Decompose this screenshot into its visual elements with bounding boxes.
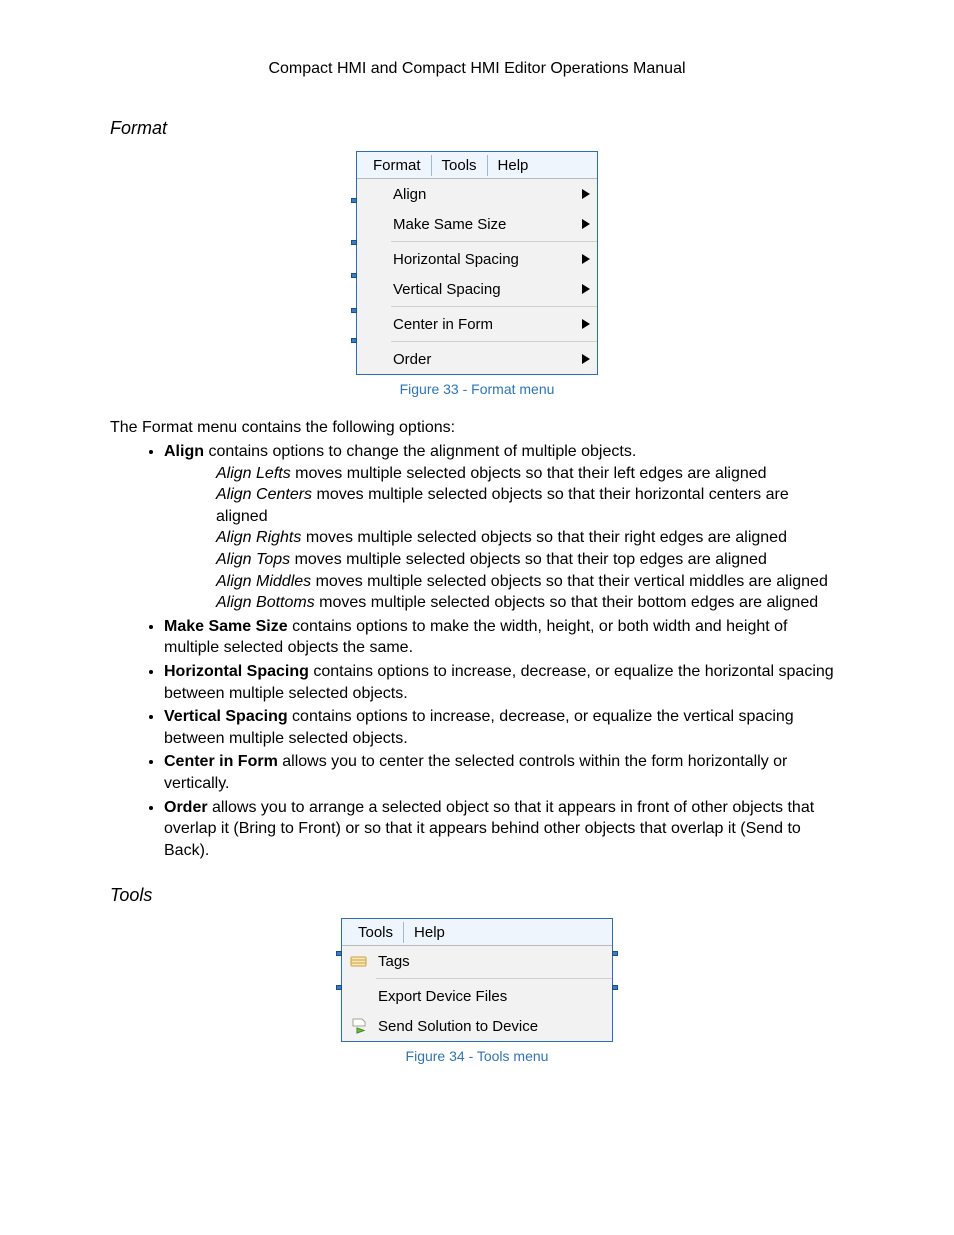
menu-item-order[interactable]: Order <box>357 344 597 374</box>
gutter-left <box>336 945 342 1041</box>
bullet-vertical-spacing: Vertical Spacing contains options to inc… <box>164 706 844 749</box>
subdef-term: Align Rights <box>216 529 301 546</box>
gutter-left <box>351 178 357 374</box>
menu-dropdown: Align Make Same Size Horizontal Spacing <box>357 178 597 374</box>
menu-item-send-solution-to-device[interactable]: Send Solution to Device <box>342 1011 612 1041</box>
menubar-tab-help[interactable]: Help <box>488 155 539 176</box>
bullet-bold: Order <box>164 799 208 816</box>
bullet-bold: Vertical Spacing <box>164 708 288 725</box>
submenu-arrow-icon <box>575 254 597 264</box>
menu-separator <box>391 341 597 342</box>
menu-item-make-same-size[interactable]: Make Same Size <box>357 209 597 239</box>
menu-item-align[interactable]: Align <box>357 179 597 209</box>
bullet-bold: Align <box>164 443 204 460</box>
menu-separator <box>391 306 597 307</box>
menu-item-export-device-files[interactable]: Export Device Files <box>342 981 612 1011</box>
menu-item-label: Send Solution to Device <box>376 1018 590 1035</box>
menu-item-label: Center in Form <box>391 316 575 333</box>
menu-item-label: Vertical Spacing <box>391 281 575 298</box>
bullet-bold: Horizontal Spacing <box>164 663 309 680</box>
section-heading-format: Format <box>110 118 844 139</box>
subdef-term: Align Bottoms <box>216 594 315 611</box>
section-heading-tools: Tools <box>110 885 844 906</box>
menu-item-label: Order <box>391 351 575 368</box>
menu-item-horizontal-spacing[interactable]: Horizontal Spacing <box>357 244 597 274</box>
submenu-arrow-icon <box>575 189 597 199</box>
format-bullet-list: Align contains options to change the ali… <box>110 441 844 861</box>
subdef-term: Align Lefts <box>216 465 291 482</box>
bullet-rest: contains options to change the alignment… <box>204 443 636 460</box>
subdef-rest: moves multiple selected objects so that … <box>301 529 787 546</box>
submenu-arrow-icon <box>575 319 597 329</box>
bullet-horizontal-spacing: Horizontal Spacing contains options to i… <box>164 661 844 704</box>
tags-icon <box>342 954 376 968</box>
gutter-right <box>612 945 618 1041</box>
menu-item-label: Horizontal Spacing <box>391 251 575 268</box>
bullet-bold: Make Same Size <box>164 618 288 635</box>
bullet-center-in-form: Center in Form allows you to center the … <box>164 751 844 794</box>
figure-caption-format: Figure 33 - Format menu <box>110 381 844 397</box>
bullet-make-same-size: Make Same Size contains options to make … <box>164 616 844 659</box>
subdef-term: Align Centers <box>216 486 312 503</box>
submenu-arrow-icon <box>575 354 597 364</box>
align-subdefs: Align Lefts moves multiple selected obje… <box>216 463 844 614</box>
menu-item-center-in-form[interactable]: Center in Form <box>357 309 597 339</box>
format-menu-screenshot: Format Tools Help Align Make Same Size <box>356 151 598 375</box>
bullet-bold: Center in Form <box>164 753 278 770</box>
menubar: Format Tools Help <box>357 152 597 178</box>
subdef-rest: moves multiple selected objects so that … <box>315 594 818 611</box>
figure-caption-tools: Figure 34 - Tools menu <box>110 1048 844 1064</box>
menu-item-vertical-spacing[interactable]: Vertical Spacing <box>357 274 597 304</box>
bullet-order: Order allows you to arrange a selected o… <box>164 797 844 862</box>
send-to-device-icon <box>342 1018 376 1034</box>
menubar-tab-tools[interactable]: Tools <box>348 922 404 943</box>
menu-item-label: Make Same Size <box>391 216 575 233</box>
submenu-arrow-icon <box>575 284 597 294</box>
menu-separator <box>391 241 597 242</box>
format-intro: The Format menu contains the following o… <box>110 419 844 437</box>
menubar-tab-format[interactable]: Format <box>363 155 432 176</box>
doc-header: Compact HMI and Compact HMI Editor Opera… <box>110 60 844 78</box>
tools-menu-screenshot: Tools Help Tags Export Device Files <box>341 918 613 1042</box>
menubar: Tools Help <box>342 919 612 945</box>
menu-item-label: Tags <box>376 953 590 970</box>
menu-item-label: Export Device Files <box>376 988 590 1005</box>
submenu-arrow-icon <box>575 219 597 229</box>
subdef-rest: moves multiple selected objects so that … <box>291 465 767 482</box>
menu-item-label: Align <box>391 186 575 203</box>
menubar-tab-tools[interactable]: Tools <box>432 155 488 176</box>
menu-item-tags[interactable]: Tags <box>342 946 612 976</box>
subdef-term: Align Tops <box>216 551 290 568</box>
subdef-rest: moves multiple selected objects so that … <box>290 551 767 568</box>
menu-separator <box>376 978 612 979</box>
bullet-rest: allows you to arrange a selected object … <box>164 799 814 859</box>
bullet-align: Align contains options to change the ali… <box>164 441 844 614</box>
subdef-term: Align Middles <box>216 573 311 590</box>
menu-dropdown: Tags Export Device Files Send Solution t… <box>342 945 612 1041</box>
subdef-rest: moves multiple selected objects so that … <box>311 573 828 590</box>
menubar-tab-help[interactable]: Help <box>404 922 455 943</box>
